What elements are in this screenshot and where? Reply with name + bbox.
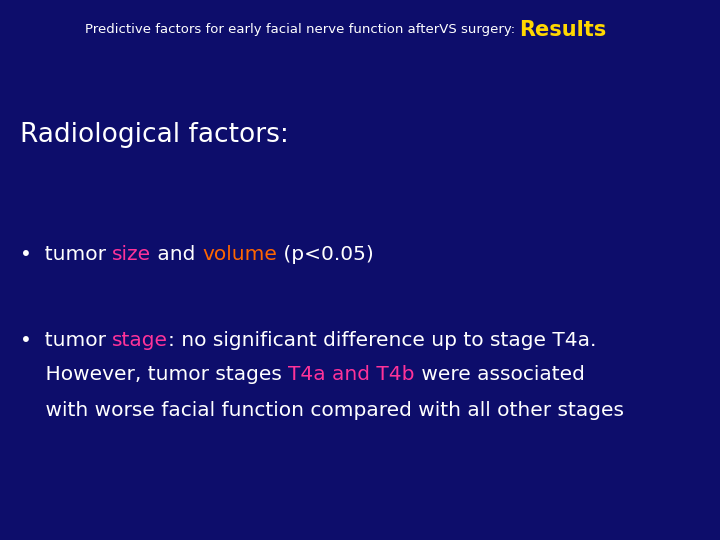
Text: T4a and T4b: T4a and T4b <box>288 366 415 384</box>
Text: •: • <box>20 246 32 265</box>
Text: stage: stage <box>112 330 168 349</box>
Text: Predictive factors for early facial nerve function after​VS surgery:: Predictive factors for early facial nerv… <box>85 24 519 37</box>
Text: tumor: tumor <box>32 246 112 265</box>
Text: : no significant difference up to stage T4a.: : no significant difference up to stage … <box>168 330 597 349</box>
Text: •: • <box>20 330 32 349</box>
Text: volume: volume <box>202 246 277 265</box>
Text: Radiological factors:: Radiological factors: <box>20 122 289 148</box>
Text: and: and <box>151 246 202 265</box>
Text: were associated: were associated <box>415 366 585 384</box>
Text: Results: Results <box>519 20 607 40</box>
Text: with worse facial function compared with all other stages: with worse facial function compared with… <box>20 401 624 420</box>
Text: tumor: tumor <box>32 330 112 349</box>
Text: (p<0.05): (p<0.05) <box>277 246 374 265</box>
Text: However, tumor stages: However, tumor stages <box>20 366 288 384</box>
Text: size: size <box>112 246 151 265</box>
